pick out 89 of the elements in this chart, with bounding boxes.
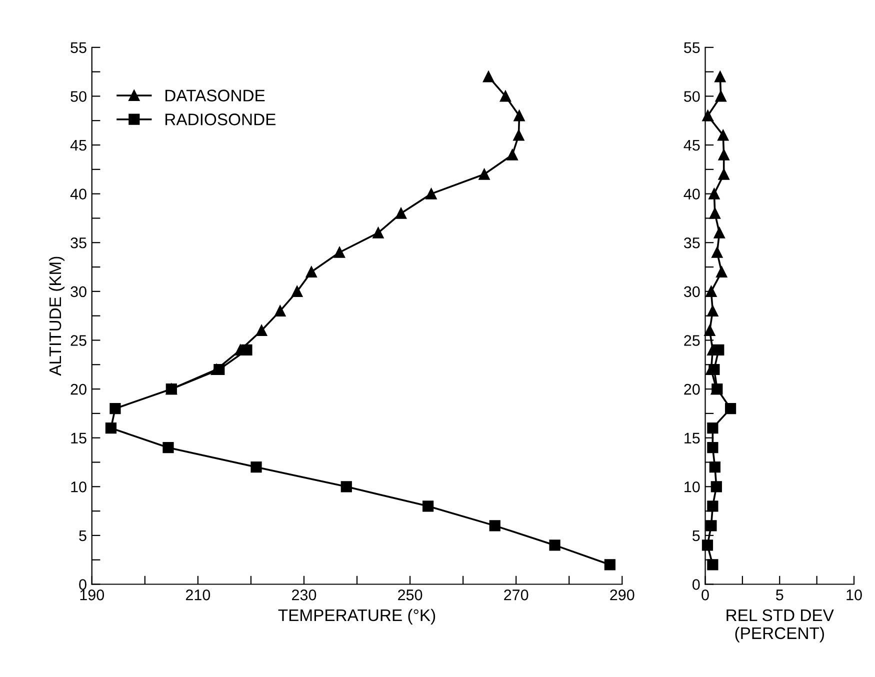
x-axis-title: REL STD DEV (PERCENT) [726,609,834,642]
point [724,402,736,414]
point [514,110,525,122]
point [604,559,616,570]
x-tick-label: 290 [610,590,634,600]
y-tick-label: 40 [70,188,86,200]
point [110,402,121,414]
x-tick-label: 5 [776,590,784,600]
y-tick-label: 5 [79,530,86,542]
point [478,168,490,180]
y-tick-label: 0 [79,579,86,590]
point [306,266,317,278]
point [709,462,720,473]
legend-label: RADIOSONDE [166,114,276,126]
point [489,520,500,532]
point [214,364,225,376]
y-tick-label: 45 [70,140,86,151]
y-tick-label: 35 [70,237,86,248]
x-tick-label: 230 [292,590,316,600]
point [166,383,177,395]
point [710,481,722,492]
point [241,344,252,356]
y-tick-label: 35 [684,237,700,248]
legend-label: DATASONDE [166,90,265,102]
point [714,227,725,238]
x-tick-label: 10 [846,590,862,600]
point [707,305,718,316]
x-tick-label: 0 [702,590,709,600]
point [506,149,518,160]
y-tick-label: 0 [692,579,700,590]
x-tick-label: 270 [504,590,528,600]
point [702,110,714,122]
y-tick-label: 45 [684,140,700,151]
point [707,442,718,454]
point [500,90,512,102]
point [334,246,346,258]
point [714,71,726,82]
y-tick-label: 5 [692,530,700,542]
point [707,559,718,570]
point [105,422,117,434]
point [708,364,720,376]
x-axis-title: TEMPERATURE (°K) [278,608,436,624]
point [256,324,268,336]
point [274,305,286,316]
y-tick-label: 10 [71,482,86,492]
point [713,344,724,356]
point [340,481,352,492]
point [718,130,729,141]
point [702,540,714,551]
y-tick-label: 50 [70,91,86,102]
y-axis-title: ALTITUDE (KM) [48,256,64,376]
point [708,188,720,200]
x-tick-label: 250 [398,590,422,600]
point [372,227,384,238]
y-tick-label: 25 [684,335,700,346]
y-tick-label: 10 [684,482,700,492]
point [712,246,723,258]
point [162,442,174,454]
y-tick-label: 40 [684,188,700,200]
point [704,324,716,336]
y-tick-label: 30 [70,286,86,298]
y-tick-label: 30 [684,286,700,298]
point [250,462,262,473]
x-tick-label: 210 [186,590,210,600]
y-tick-label: 15 [71,432,86,444]
point [709,208,720,219]
point [513,130,524,141]
x-tick-label: 190 [80,590,104,600]
point [718,149,730,160]
point [707,422,718,434]
point [706,520,717,532]
point [426,188,437,200]
point [395,208,407,219]
point [422,500,434,512]
y-tick-label: 15 [684,432,700,444]
point [292,286,303,297]
point [715,90,726,102]
point [707,500,718,512]
point [716,266,728,278]
y-tick-label: 55 [70,42,86,54]
y-tick-label: 50 [684,91,700,102]
point [482,71,494,82]
y-tick-label: 55 [684,42,700,54]
point [718,168,730,180]
y-tick-label: 20 [684,384,700,395]
point [706,286,717,297]
point [549,540,560,551]
y-tick-label: 20 [70,384,86,395]
y-tick-label: 25 [70,335,86,346]
